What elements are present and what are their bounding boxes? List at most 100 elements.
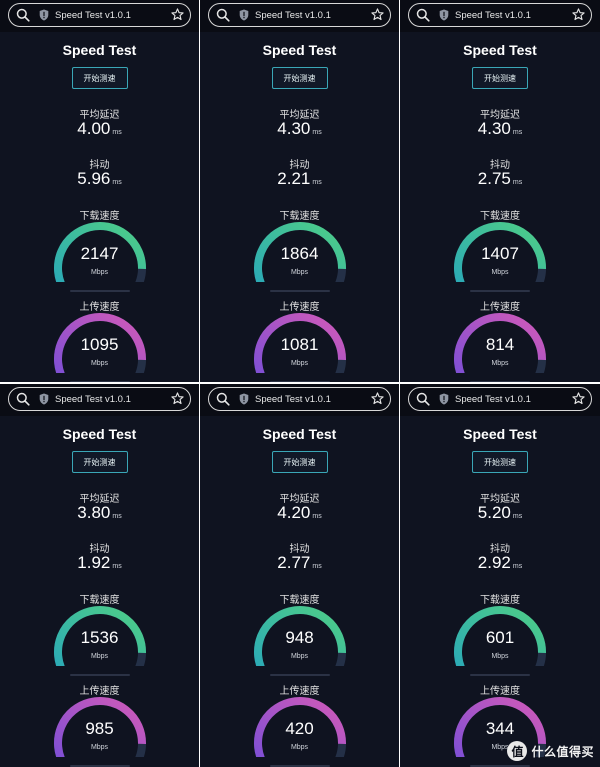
latency-unit: ms [112, 129, 122, 136]
download-value: 2147 [80, 244, 119, 263]
upload-gauge-arc [53, 313, 146, 373]
download-gauge-arc [53, 222, 146, 282]
search-icon[interactable] [416, 392, 430, 406]
url-text: Speed Test v1.0.1 [455, 9, 531, 21]
latency-value-row: 4.20 ms [200, 503, 399, 523]
download-gauge: 1864 Mbps [250, 220, 350, 282]
browser-toolbar: Speed Test v1.0.1 [200, 0, 399, 32]
address-bar[interactable]: Speed Test v1.0.1 [8, 387, 191, 411]
upload-unit: Mbps [90, 744, 109, 751]
latency-value: 4.30 [277, 119, 311, 138]
download-gauge-fill [253, 606, 346, 666]
page-title: Speed Test [262, 42, 337, 58]
star-icon[interactable] [572, 392, 585, 405]
download-value: 601 [485, 628, 515, 647]
search-icon[interactable] [416, 8, 430, 22]
download-label: 下载速度 [79, 211, 120, 222]
upload-gauge-fill [253, 697, 346, 757]
page-title: Speed Test [62, 426, 137, 442]
search-icon[interactable] [216, 392, 230, 406]
download-gauge-base [470, 674, 530, 676]
download-value: 1864 [280, 244, 319, 263]
download-gauge-fill [454, 222, 546, 282]
shield-icon [39, 9, 49, 21]
browser-toolbar: Speed Test v1.0.1 [200, 384, 399, 416]
start-test-button[interactable]: 开始测速 [271, 451, 328, 473]
watermark-text: 什么值得买 [531, 744, 594, 759]
address-bar[interactable]: Speed Test v1.0.1 [208, 3, 391, 27]
latency-label: 平均延迟 [480, 494, 520, 505]
upload-unit: Mbps [491, 744, 509, 751]
upload-gauge: 420 Mbps [250, 695, 350, 757]
upload-gauge-base [470, 765, 530, 767]
download-gauge-fill [454, 606, 546, 666]
latency-value: 4.00 [77, 119, 111, 138]
upload-unit: Mbps [290, 744, 309, 751]
browser-toolbar: Speed Test v1.0.1 [0, 384, 199, 416]
jitter-value-row: 2.77 ms [200, 553, 399, 573]
browser-toolbar: Speed Test v1.0.1 [400, 0, 600, 32]
download-gauge-base [69, 290, 130, 292]
jitter-value: 2.77 [277, 553, 311, 572]
upload-gauge-fill [253, 313, 346, 373]
start-test-button[interactable]: 开始测速 [472, 451, 528, 473]
url-text: Speed Test v1.0.1 [255, 393, 331, 405]
latency-unit: ms [512, 513, 523, 520]
latency-label: 平均延迟 [79, 494, 120, 505]
address-bar[interactable]: Speed Test v1.0.1 [408, 387, 592, 411]
shield-icon [39, 393, 49, 405]
latency-unit: ms [312, 513, 322, 520]
upload-gauge-fill [454, 313, 546, 373]
star-icon[interactable] [371, 8, 384, 21]
download-gauge-arc [454, 606, 546, 666]
start-test-button[interactable]: 开始测速 [71, 67, 128, 89]
jitter-value-row: 2.92 ms [400, 553, 600, 573]
upload-value: 1095 [80, 335, 119, 354]
star-icon[interactable] [572, 8, 585, 21]
upload-value: 985 [85, 719, 114, 738]
upload-label: 上传速度 [79, 302, 120, 313]
jitter-unit: ms [512, 179, 523, 186]
start-test-button[interactable]: 开始测速 [472, 67, 528, 89]
address-bar[interactable]: Speed Test v1.0.1 [208, 387, 391, 411]
upload-gauge-arc [53, 697, 146, 757]
jitter-label: 抖动 [490, 160, 510, 171]
download-value: 948 [285, 628, 314, 647]
search-icon[interactable] [16, 392, 30, 406]
shield-icon [439, 9, 449, 21]
jitter-value: 2.21 [277, 169, 311, 188]
address-bar[interactable]: Speed Test v1.0.1 [408, 3, 592, 27]
download-unit: Mbps [90, 269, 109, 276]
upload-gauge-arc [454, 313, 546, 373]
download-gauge: 1536 Mbps [50, 604, 150, 666]
jitter-value: 2.92 [477, 553, 511, 572]
upload-label: 上传速度 [480, 686, 520, 697]
shield-icon [239, 393, 249, 405]
latency-unit: ms [112, 513, 122, 520]
jitter-value-row: 5.96 ms [0, 169, 199, 189]
url-text: Speed Test v1.0.1 [55, 393, 131, 405]
latency-value-row: 4.30 ms [200, 119, 399, 139]
search-icon[interactable] [16, 8, 30, 22]
search-icon[interactable] [216, 8, 230, 22]
latency-value-row: 5.20 ms [400, 503, 600, 523]
start-test-button[interactable]: 开始测速 [271, 67, 328, 89]
download-gauge-arc [253, 222, 346, 282]
star-icon[interactable] [171, 392, 184, 405]
jitter-label: 抖动 [289, 544, 310, 555]
jitter-unit: ms [112, 563, 122, 570]
start-test-button[interactable]: 开始测速 [71, 451, 128, 473]
panel-1: Speed Test v1.0.1 Speed Test 开始测速 平均延迟 4… [0, 0, 199, 382]
address-bar[interactable]: Speed Test v1.0.1 [8, 3, 191, 27]
jitter-value: 1.92 [77, 553, 111, 572]
upload-label: 上传速度 [79, 686, 120, 697]
star-icon[interactable] [371, 392, 384, 405]
upload-gauge-fill [53, 697, 146, 757]
latency-value-row: 4.00 ms [0, 119, 199, 139]
star-icon[interactable] [171, 8, 184, 21]
jitter-label: 抖动 [289, 160, 310, 171]
download-gauge-base [470, 290, 530, 292]
latency-unit: ms [512, 129, 523, 136]
upload-gauge-base [69, 381, 130, 382]
